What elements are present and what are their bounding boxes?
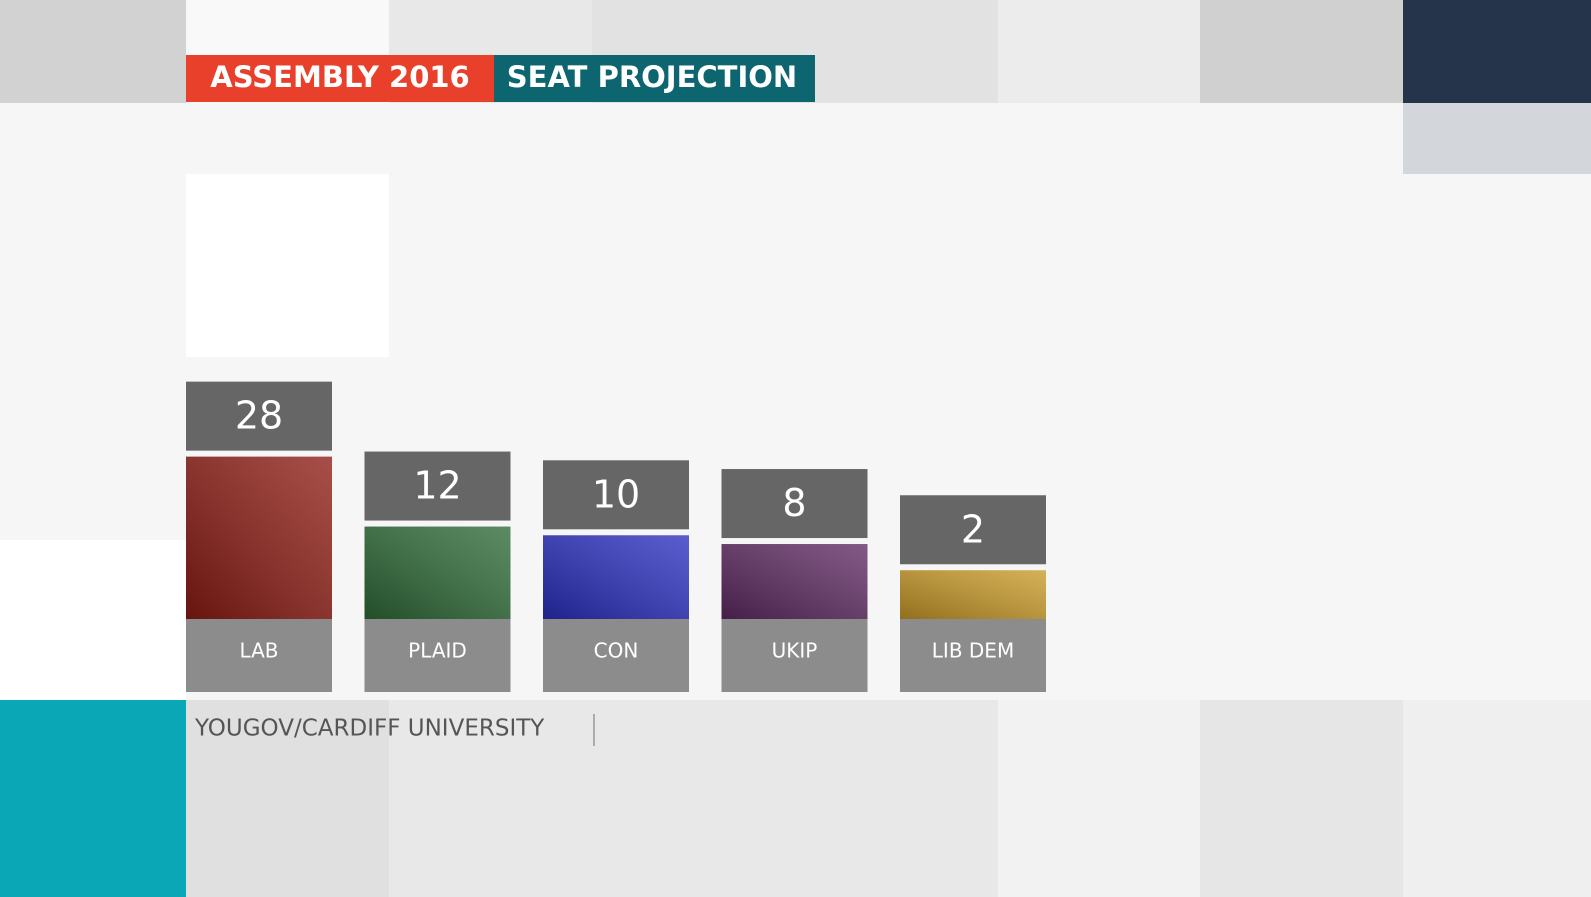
value-box xyxy=(543,460,689,530)
category-label: PLAID xyxy=(408,639,467,663)
value-box xyxy=(900,495,1046,565)
value-label: 10 xyxy=(592,472,640,516)
bar-shade xyxy=(900,570,1046,619)
category-box xyxy=(543,619,689,692)
bar-shade xyxy=(543,535,689,619)
title-box xyxy=(186,55,494,102)
category-label: LIB DEM xyxy=(932,639,1014,663)
category-box xyxy=(721,619,868,692)
chart-title: ASSEMBLY 2016 xyxy=(210,60,469,94)
category-label: UKIP xyxy=(772,639,818,663)
category-box xyxy=(364,619,511,692)
source: YOUGOV/CARDIFF UNIVERSITY xyxy=(194,716,545,742)
value-box xyxy=(364,451,511,521)
chart-subtitle: SEAT PROJECTION xyxy=(507,60,797,94)
category-label: CON xyxy=(594,639,639,663)
category-box xyxy=(186,619,332,692)
bar-shade xyxy=(186,456,332,619)
value-box xyxy=(721,469,868,539)
category-label: LAB xyxy=(239,639,278,663)
bar-shade xyxy=(721,544,868,619)
bar-shade xyxy=(364,526,511,619)
value-label: 28 xyxy=(235,394,283,438)
value-label: 12 xyxy=(413,464,461,508)
category-box xyxy=(900,619,1046,692)
value-label: 8 xyxy=(782,481,806,525)
value-label: 2 xyxy=(961,507,985,551)
value-box xyxy=(186,381,332,451)
subtitle-box xyxy=(494,55,815,102)
